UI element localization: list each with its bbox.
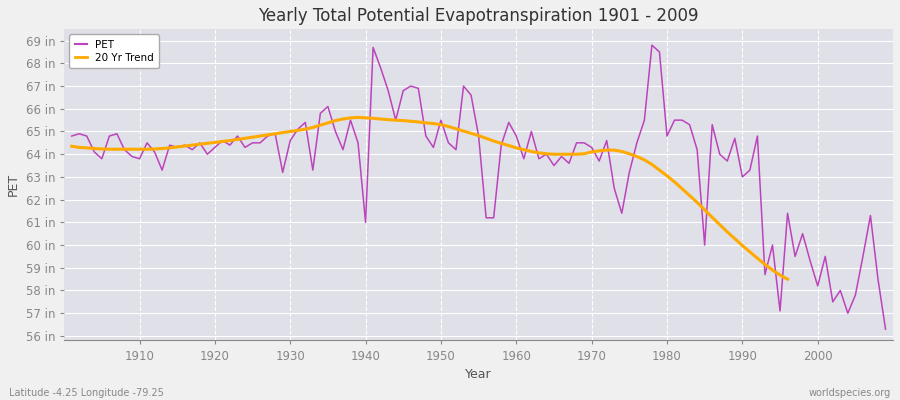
PET	[646, 43, 657, 48]
20 Yr Trend	[729, 236, 740, 241]
20 Yr Trend	[782, 277, 793, 282]
Title: Yearly Total Potential Evapotranspiration 1901 - 2009: Yearly Total Potential Evapotranspiratio…	[258, 7, 699, 25]
20 Yr Trend	[382, 117, 393, 122]
20 Yr Trend	[458, 129, 469, 134]
20 Yr Trend	[436, 122, 446, 127]
PET	[127, 154, 138, 159]
20 Yr Trend	[353, 115, 364, 120]
20 Yr Trend	[270, 131, 281, 136]
PET	[503, 120, 514, 125]
Text: worldspecies.org: worldspecies.org	[809, 388, 891, 398]
20 Yr Trend	[67, 144, 77, 149]
PET	[880, 327, 891, 332]
PET	[511, 134, 522, 138]
20 Yr Trend	[164, 146, 175, 150]
PET	[292, 127, 303, 132]
Text: Latitude -4.25 Longitude -79.25: Latitude -4.25 Longitude -79.25	[9, 388, 164, 398]
X-axis label: Year: Year	[465, 368, 492, 381]
Line: 20 Yr Trend: 20 Yr Trend	[72, 118, 788, 279]
PET	[338, 147, 348, 152]
Legend: PET, 20 Yr Trend: PET, 20 Yr Trend	[69, 34, 159, 68]
PET	[601, 138, 612, 143]
Line: PET: PET	[72, 45, 886, 329]
Y-axis label: PET: PET	[7, 173, 20, 196]
PET	[67, 134, 77, 138]
